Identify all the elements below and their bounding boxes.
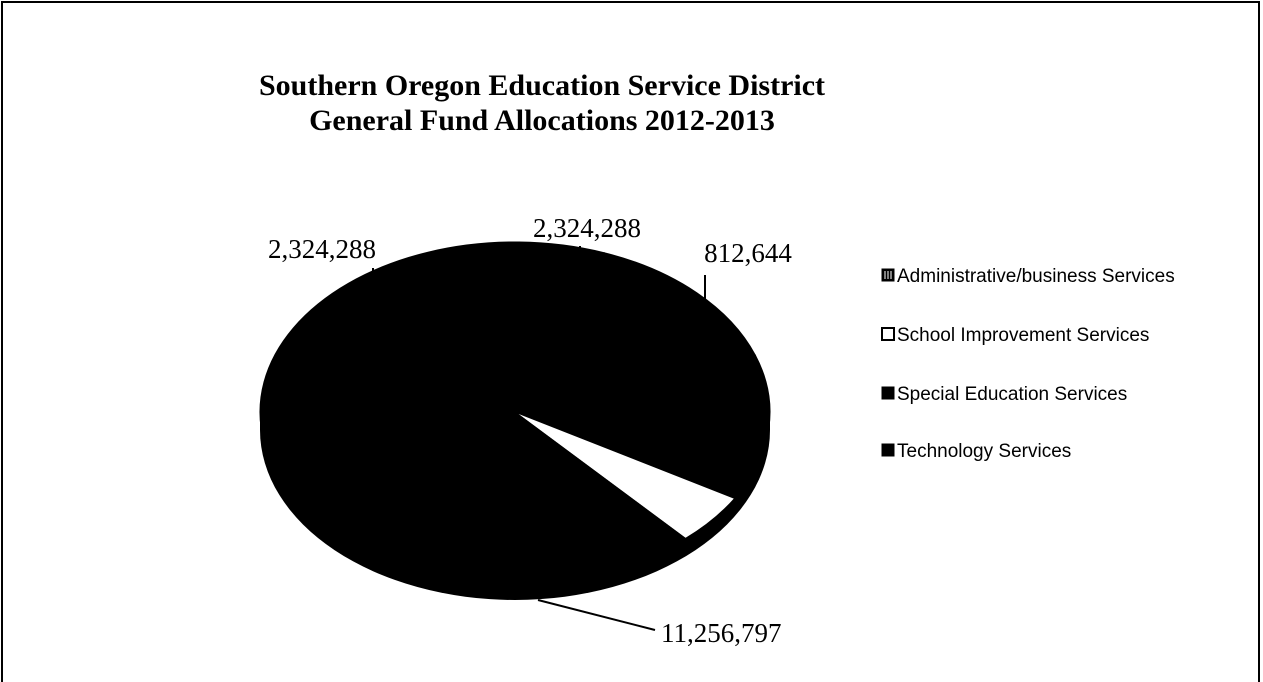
pie-slices [259, 241, 771, 583]
pie-slice-tech [514, 252, 757, 413]
legend-item-admin: Administrative/business Services [881, 266, 1175, 287]
data-label-special: 11,256,797 [661, 618, 782, 648]
legend-label-admin: Administrative/business Services [897, 266, 1175, 287]
pie-slice-admin [513, 354, 771, 500]
chart-title: Southern Oregon Education Service Distri… [259, 69, 825, 102]
legend-swatch-school [881, 327, 895, 341]
leader-lines [372, 246, 706, 631]
legend: Administrative/business Services School … [881, 266, 1175, 462]
legend-item-special: Special Education Services [881, 384, 1127, 405]
legend-item-school: School Improvement Services [881, 325, 1149, 346]
legend-label-tech: Technology Services [897, 441, 1071, 462]
legend-swatch-special [881, 386, 895, 400]
leader-line-special [537, 599, 656, 631]
chart-subtitle: General Fund Allocations 2012-2013 [309, 104, 775, 137]
data-label-school: 812,644 [704, 238, 792, 268]
legend-label-school: School Improvement Services [897, 325, 1149, 346]
pie-slice-special [259, 241, 687, 583]
legend-label-special: Special Education Services [897, 384, 1127, 405]
data-label-admin: 2,324,288 [268, 234, 376, 264]
legend-swatch-tech [881, 443, 895, 457]
data-label-tech: 2,324,288 [533, 213, 641, 243]
legend-item-tech: Technology Services [881, 441, 1071, 462]
